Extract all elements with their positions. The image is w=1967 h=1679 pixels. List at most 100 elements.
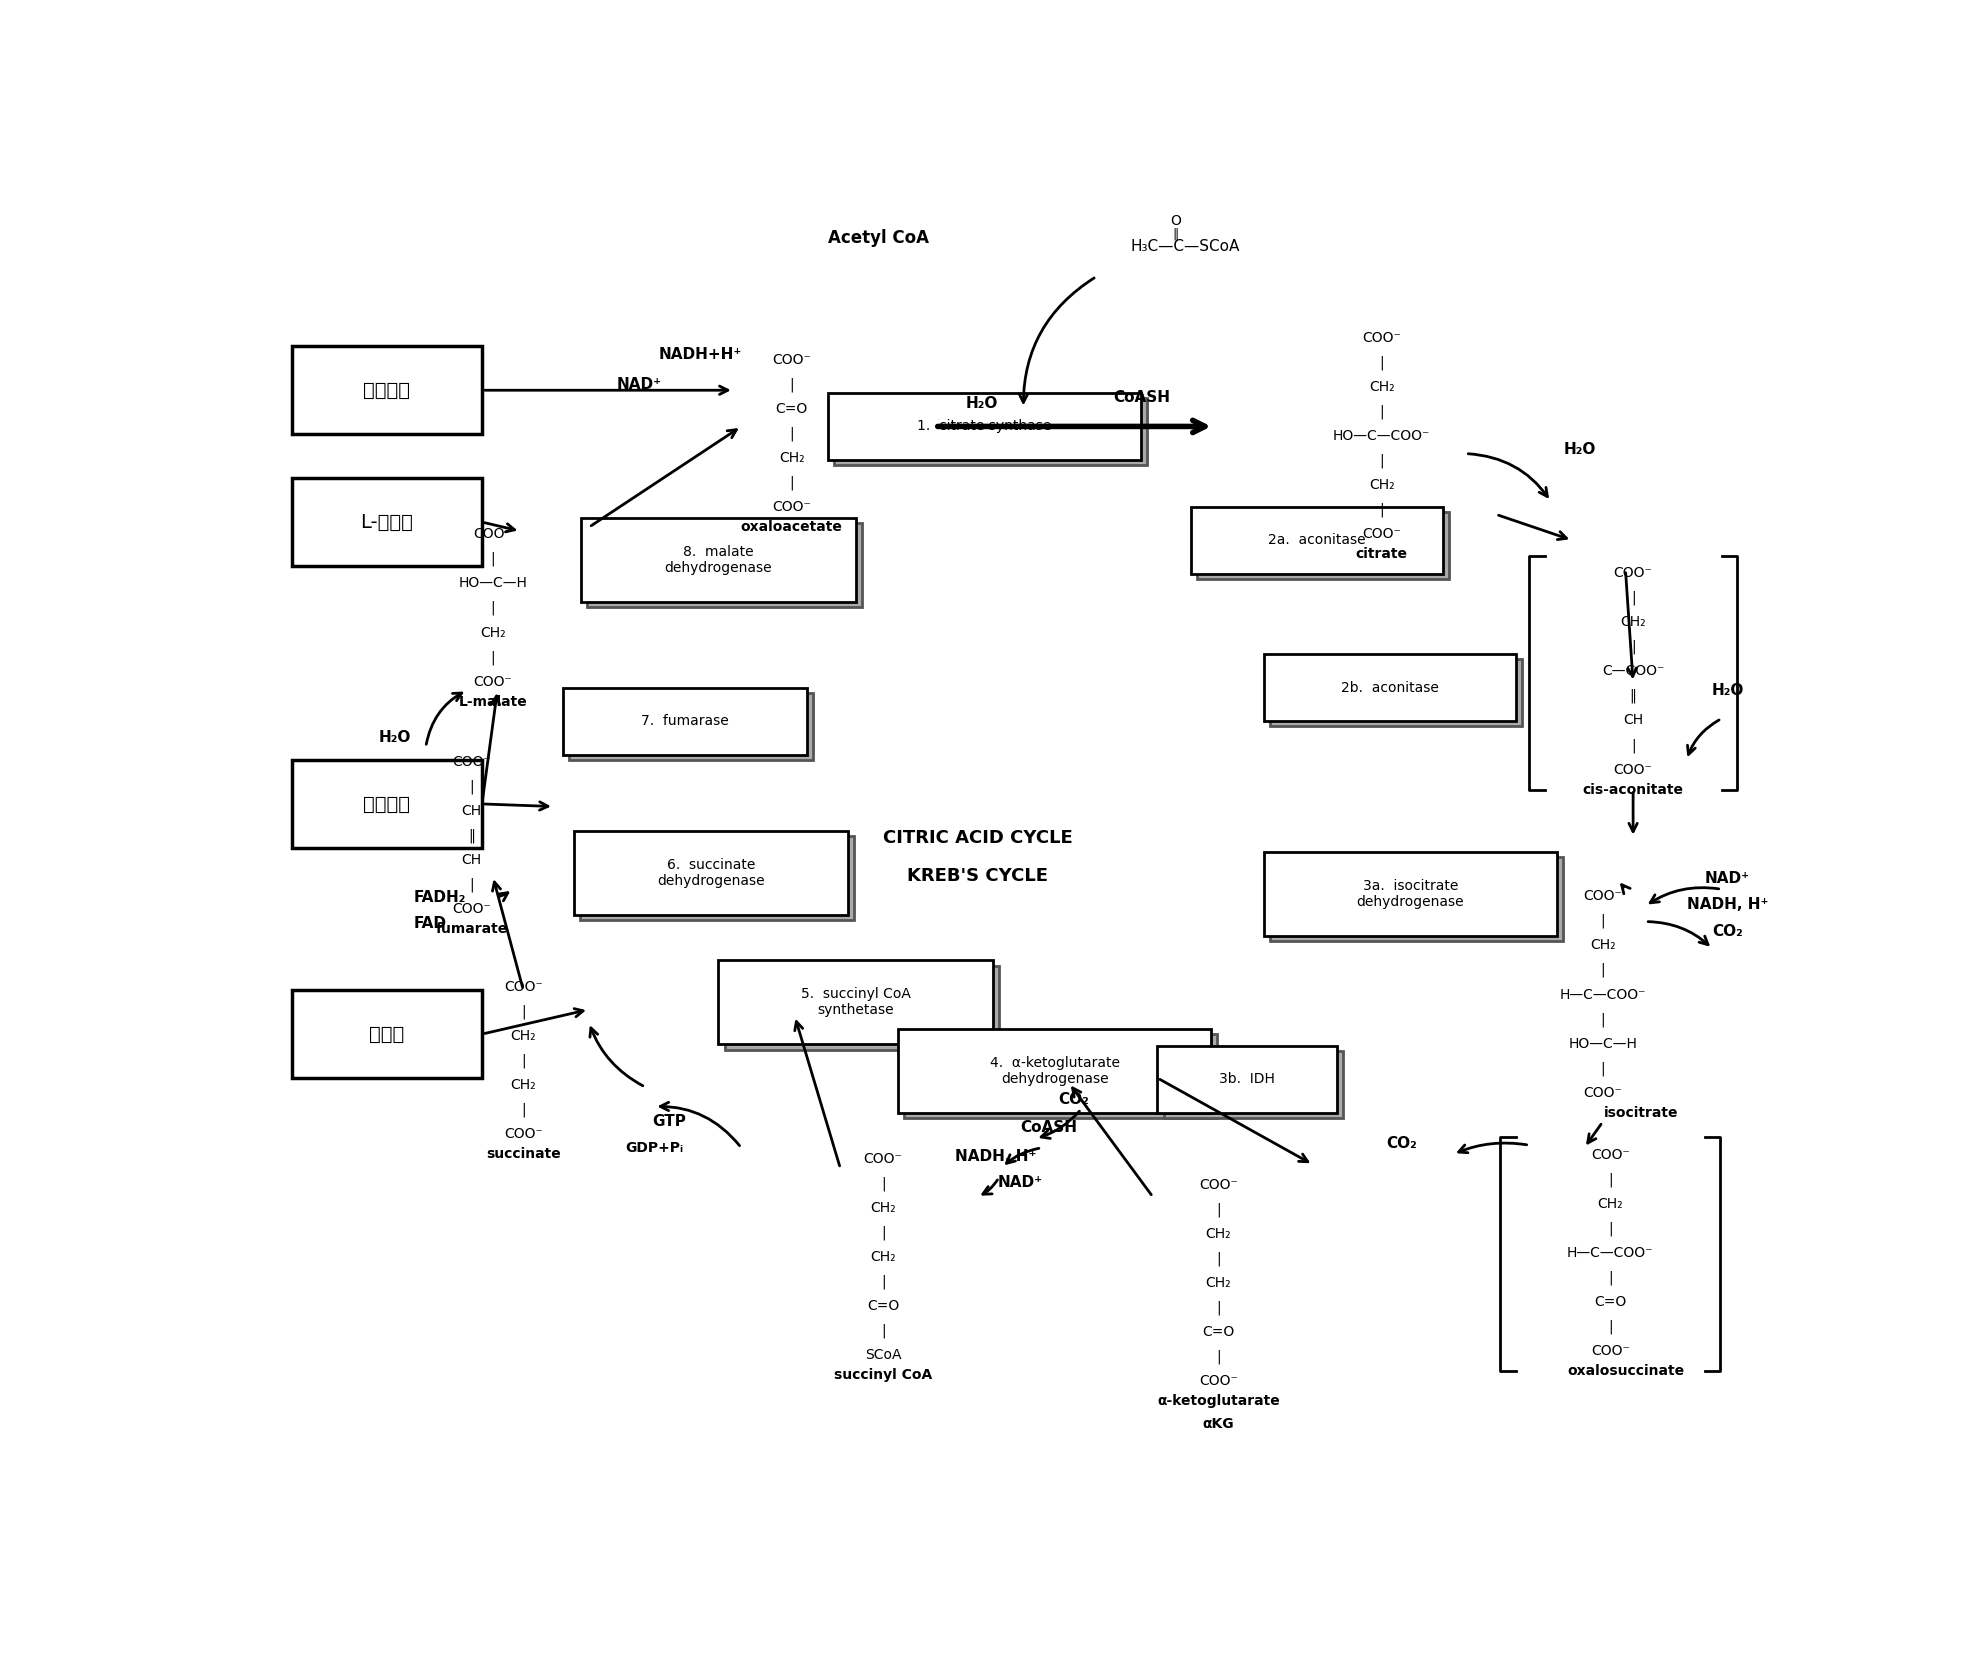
FancyBboxPatch shape bbox=[828, 393, 1141, 460]
Text: L-malate: L-malate bbox=[458, 695, 527, 709]
Text: CoASH: CoASH bbox=[1113, 390, 1170, 405]
Text: cis-aconitate: cis-aconitate bbox=[1583, 782, 1684, 796]
FancyBboxPatch shape bbox=[1265, 851, 1558, 935]
Text: H₂O: H₂O bbox=[380, 730, 411, 745]
Text: CH₂: CH₂ bbox=[1206, 1276, 1231, 1289]
Text: FADH₂: FADH₂ bbox=[413, 890, 466, 905]
Text: α-ketoglutarate: α-ketoglutarate bbox=[1157, 1394, 1281, 1409]
Text: CH: CH bbox=[462, 853, 482, 866]
Text: |: | bbox=[1216, 1350, 1222, 1363]
Text: 6.  succinate
dehydrogenase: 6. succinate dehydrogenase bbox=[657, 858, 765, 888]
Text: COO⁻: COO⁻ bbox=[1583, 1086, 1623, 1100]
Text: COO⁻: COO⁻ bbox=[1200, 1373, 1237, 1389]
Text: C=O: C=O bbox=[867, 1300, 899, 1313]
FancyBboxPatch shape bbox=[580, 836, 854, 920]
Text: COO⁻: COO⁻ bbox=[1591, 1148, 1631, 1162]
FancyBboxPatch shape bbox=[1198, 512, 1448, 579]
FancyBboxPatch shape bbox=[1190, 507, 1442, 574]
Text: |: | bbox=[789, 426, 795, 442]
Text: C=O: C=O bbox=[1593, 1295, 1627, 1310]
Text: 草酰乙酸: 草酰乙酸 bbox=[364, 381, 411, 400]
Text: |: | bbox=[881, 1274, 885, 1289]
FancyBboxPatch shape bbox=[905, 1034, 1218, 1118]
Text: |: | bbox=[1379, 453, 1385, 468]
Text: CH₂: CH₂ bbox=[511, 1029, 537, 1043]
Text: CO₂: CO₂ bbox=[1387, 1135, 1416, 1150]
Text: HO—C—H: HO—C—H bbox=[1568, 1036, 1637, 1051]
Text: CH₂: CH₂ bbox=[869, 1249, 895, 1264]
Text: |: | bbox=[1607, 1172, 1613, 1187]
Text: H₃C—C—SCoA: H₃C—C—SCoA bbox=[1129, 238, 1239, 254]
Text: CH₂: CH₂ bbox=[480, 626, 506, 640]
FancyBboxPatch shape bbox=[718, 960, 993, 1044]
Text: CITRIC ACID CYCLE: CITRIC ACID CYCLE bbox=[883, 828, 1072, 846]
FancyBboxPatch shape bbox=[291, 761, 482, 848]
Text: CO₂: CO₂ bbox=[1711, 923, 1743, 939]
Text: 2a.  aconitase: 2a. aconitase bbox=[1269, 534, 1365, 547]
Text: NAD⁺: NAD⁺ bbox=[997, 1175, 1043, 1190]
Text: citrate: citrate bbox=[1355, 547, 1408, 561]
Text: |: | bbox=[521, 1004, 525, 1019]
Text: |: | bbox=[1379, 356, 1385, 369]
Text: |: | bbox=[490, 650, 496, 665]
Text: oxaloacetate: oxaloacetate bbox=[742, 520, 842, 534]
Text: 延胡索酸: 延胡索酸 bbox=[364, 794, 411, 813]
FancyBboxPatch shape bbox=[1164, 1051, 1343, 1118]
Text: COO⁻: COO⁻ bbox=[474, 527, 511, 541]
Text: H₂O: H₂O bbox=[1564, 442, 1595, 457]
Text: C=O: C=O bbox=[1202, 1325, 1235, 1338]
Text: COO⁻: COO⁻ bbox=[1361, 331, 1401, 344]
FancyBboxPatch shape bbox=[574, 831, 848, 915]
Text: 1.  citrate synthase: 1. citrate synthase bbox=[917, 420, 1052, 433]
Text: CoASH: CoASH bbox=[1021, 1120, 1078, 1135]
Text: succinyl CoA: succinyl CoA bbox=[834, 1368, 932, 1382]
Text: |: | bbox=[789, 475, 795, 490]
Text: |: | bbox=[1216, 1202, 1222, 1217]
Text: |: | bbox=[789, 378, 795, 391]
Text: |: | bbox=[1601, 1012, 1605, 1026]
FancyBboxPatch shape bbox=[588, 524, 862, 608]
Text: 7.  fumarase: 7. fumarase bbox=[641, 714, 730, 729]
Text: |: | bbox=[1607, 1320, 1613, 1335]
Text: 8.  malate
dehydrogenase: 8. malate dehydrogenase bbox=[665, 546, 773, 576]
Text: 琥珀酸: 琥珀酸 bbox=[370, 1024, 405, 1044]
Text: FAD: FAD bbox=[413, 917, 447, 932]
Text: |: | bbox=[1631, 591, 1635, 604]
Text: COO⁻: COO⁻ bbox=[864, 1152, 903, 1165]
Text: L-苹果酸: L-苹果酸 bbox=[360, 512, 413, 532]
Text: COO⁻: COO⁻ bbox=[1200, 1177, 1237, 1192]
Text: CH: CH bbox=[1623, 714, 1642, 727]
Text: CH₂: CH₂ bbox=[1369, 379, 1395, 395]
Text: |: | bbox=[521, 1103, 525, 1117]
FancyBboxPatch shape bbox=[568, 693, 812, 761]
Text: SCoA: SCoA bbox=[865, 1348, 901, 1362]
Text: |: | bbox=[1216, 1251, 1222, 1266]
Text: COO⁻: COO⁻ bbox=[773, 500, 810, 514]
Text: H—C—COO⁻: H—C—COO⁻ bbox=[1568, 1246, 1654, 1259]
Text: H₂O: H₂O bbox=[1711, 683, 1745, 698]
Text: GDP+Pᵢ: GDP+Pᵢ bbox=[626, 1140, 683, 1155]
Text: COO⁻: COO⁻ bbox=[1613, 762, 1652, 777]
Text: NAD⁺: NAD⁺ bbox=[1705, 871, 1751, 887]
Text: |: | bbox=[1601, 913, 1605, 928]
FancyBboxPatch shape bbox=[563, 688, 806, 756]
Text: COO⁻: COO⁻ bbox=[773, 353, 810, 366]
Text: CH₂: CH₂ bbox=[779, 452, 805, 465]
Text: CH₂: CH₂ bbox=[1621, 615, 1646, 630]
Text: |: | bbox=[470, 878, 474, 892]
Text: 3a.  isocitrate
dehydrogenase: 3a. isocitrate dehydrogenase bbox=[1357, 878, 1463, 908]
Text: NADH, H⁺: NADH, H⁺ bbox=[956, 1148, 1037, 1164]
Text: CH₂: CH₂ bbox=[869, 1200, 895, 1216]
FancyBboxPatch shape bbox=[291, 991, 482, 1078]
Text: |: | bbox=[881, 1226, 885, 1239]
Text: H₂O: H₂O bbox=[966, 396, 999, 411]
Text: KREB'S CYCLE: KREB'S CYCLE bbox=[907, 868, 1048, 885]
Text: 5.  succinyl CoA
synthetase: 5. succinyl CoA synthetase bbox=[801, 987, 911, 1017]
Text: |: | bbox=[490, 552, 496, 566]
Text: 4.  α-ketoglutarate
dehydrogenase: 4. α-ketoglutarate dehydrogenase bbox=[989, 1056, 1119, 1086]
Text: isocitrate: isocitrate bbox=[1603, 1106, 1678, 1120]
Text: NADH+H⁺: NADH+H⁺ bbox=[659, 348, 742, 363]
Text: COO⁻: COO⁻ bbox=[1591, 1345, 1631, 1358]
FancyBboxPatch shape bbox=[1157, 1046, 1338, 1113]
Text: |: | bbox=[1216, 1300, 1222, 1315]
